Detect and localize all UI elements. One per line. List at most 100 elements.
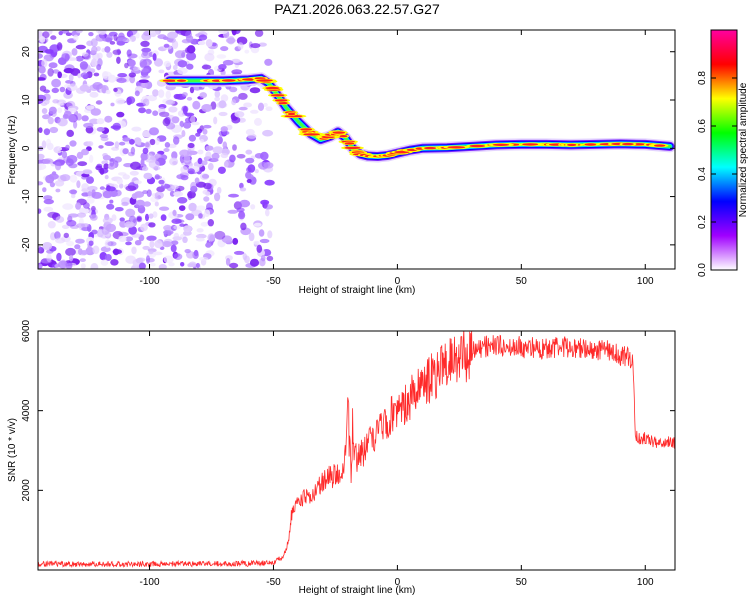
ridge-peak <box>275 99 288 102</box>
noise-speckle <box>140 40 150 48</box>
noise-speckle <box>253 222 262 227</box>
noise-speckle <box>163 255 174 264</box>
noise-speckle <box>154 174 160 180</box>
colorbar-tick-label: 0.8 <box>697 71 708 85</box>
noise-speckle <box>135 257 144 264</box>
noise-speckle <box>40 258 52 264</box>
noise-speckle <box>148 213 154 219</box>
noise-speckle <box>160 214 167 222</box>
noise-speckle <box>204 53 215 62</box>
noise-speckle <box>74 244 81 250</box>
noise-speckle <box>71 48 78 56</box>
noise-speckle <box>146 189 152 197</box>
noise-speckle <box>139 59 148 68</box>
noise-speckle <box>111 214 117 222</box>
noise-speckle <box>89 91 99 98</box>
noise-speckle <box>42 187 47 193</box>
noise-speckle <box>162 118 171 127</box>
noise-speckle <box>66 219 77 227</box>
noise-speckle <box>163 230 174 235</box>
noise-speckle <box>86 105 95 110</box>
noise-speckle <box>77 161 88 167</box>
colorbar-tick-label: 0.6 <box>697 119 708 133</box>
noise-speckle <box>135 32 140 39</box>
noise-speckle <box>236 154 246 159</box>
noise-speckle <box>116 111 125 118</box>
noise-speckle <box>145 213 149 222</box>
noise-speckle <box>214 90 221 98</box>
noise-speckle <box>182 92 188 97</box>
noise-speckle <box>141 166 149 172</box>
noise-speckle <box>195 233 207 239</box>
noise-speckle <box>56 42 63 51</box>
noise-speckle <box>190 181 197 191</box>
noise-speckle <box>201 64 212 70</box>
x-tick-label: -50 <box>266 276 281 287</box>
noise-speckle <box>88 31 94 37</box>
ridge-peak <box>339 135 348 138</box>
noise-speckle <box>45 174 55 184</box>
noise-speckle <box>80 250 88 255</box>
noise-speckle <box>55 216 65 223</box>
noise-speckle <box>195 263 200 268</box>
noise-speckle <box>41 58 48 68</box>
noise-speckle <box>188 150 198 155</box>
noise-speckle <box>232 144 237 151</box>
noise-speckle <box>127 53 138 59</box>
noise-speckle <box>183 121 192 129</box>
noise-speckle <box>65 144 70 150</box>
noise-speckle <box>65 247 76 257</box>
noise-speckle <box>101 85 107 94</box>
noise-speckle <box>109 158 115 167</box>
noise-speckle <box>57 71 62 79</box>
noise-speckle <box>231 69 243 75</box>
noise-speckle <box>118 235 127 242</box>
colorbar-tick-label: 0.0 <box>697 263 708 277</box>
noise-speckle <box>149 240 155 249</box>
noise-speckle <box>187 190 196 199</box>
noise-speckle <box>188 202 197 212</box>
noise-speckle <box>188 261 197 267</box>
noise-speckle <box>149 138 156 146</box>
noise-speckle <box>149 30 160 36</box>
noise-speckle <box>78 248 83 256</box>
noise-speckle <box>187 168 195 175</box>
noise-speckle <box>199 92 207 99</box>
noise-speckle <box>158 264 167 269</box>
noise-speckle <box>103 163 109 170</box>
x-tick-label: -100 <box>140 276 160 287</box>
noise-speckle <box>82 169 93 175</box>
x-tick-label: 50 <box>516 577 528 588</box>
noise-speckle <box>223 161 229 168</box>
noise-speckle <box>124 221 135 228</box>
noise-speckle <box>211 152 220 160</box>
noise-speckle <box>46 142 54 151</box>
noise-speckle <box>43 198 54 205</box>
spectrogram-y-axis-label: Frequency (Hz) <box>7 116 18 185</box>
y-tick-label: -10 <box>21 189 32 204</box>
noise-speckle <box>97 58 103 67</box>
noise-speckle <box>79 258 86 262</box>
noise-speckle <box>102 217 113 224</box>
noise-speckle <box>93 72 100 77</box>
noise-speckle <box>140 158 145 167</box>
noise-speckle <box>159 206 170 211</box>
noise-speckle <box>99 134 108 139</box>
noise-speckle <box>201 160 208 166</box>
noise-speckle <box>76 180 81 189</box>
noise-speckle <box>47 221 56 229</box>
noise-speckle <box>173 225 181 230</box>
noise-speckle <box>86 197 95 204</box>
noise-speckle <box>181 52 186 58</box>
noise-speckle <box>87 185 98 192</box>
noise-speckle <box>197 149 204 155</box>
noise-speckle <box>136 215 143 223</box>
noise-speckle <box>180 262 185 267</box>
noise-speckle <box>239 199 251 208</box>
noise-speckle <box>205 145 214 151</box>
spectrogram-frame <box>37 29 676 270</box>
noise-speckle <box>229 262 239 269</box>
colorbar-ticks: 0.0 0.2 0.4 0.6 0.8 <box>697 71 737 277</box>
y-tick-label: -20 <box>21 237 32 252</box>
noise-speckle <box>177 67 188 75</box>
